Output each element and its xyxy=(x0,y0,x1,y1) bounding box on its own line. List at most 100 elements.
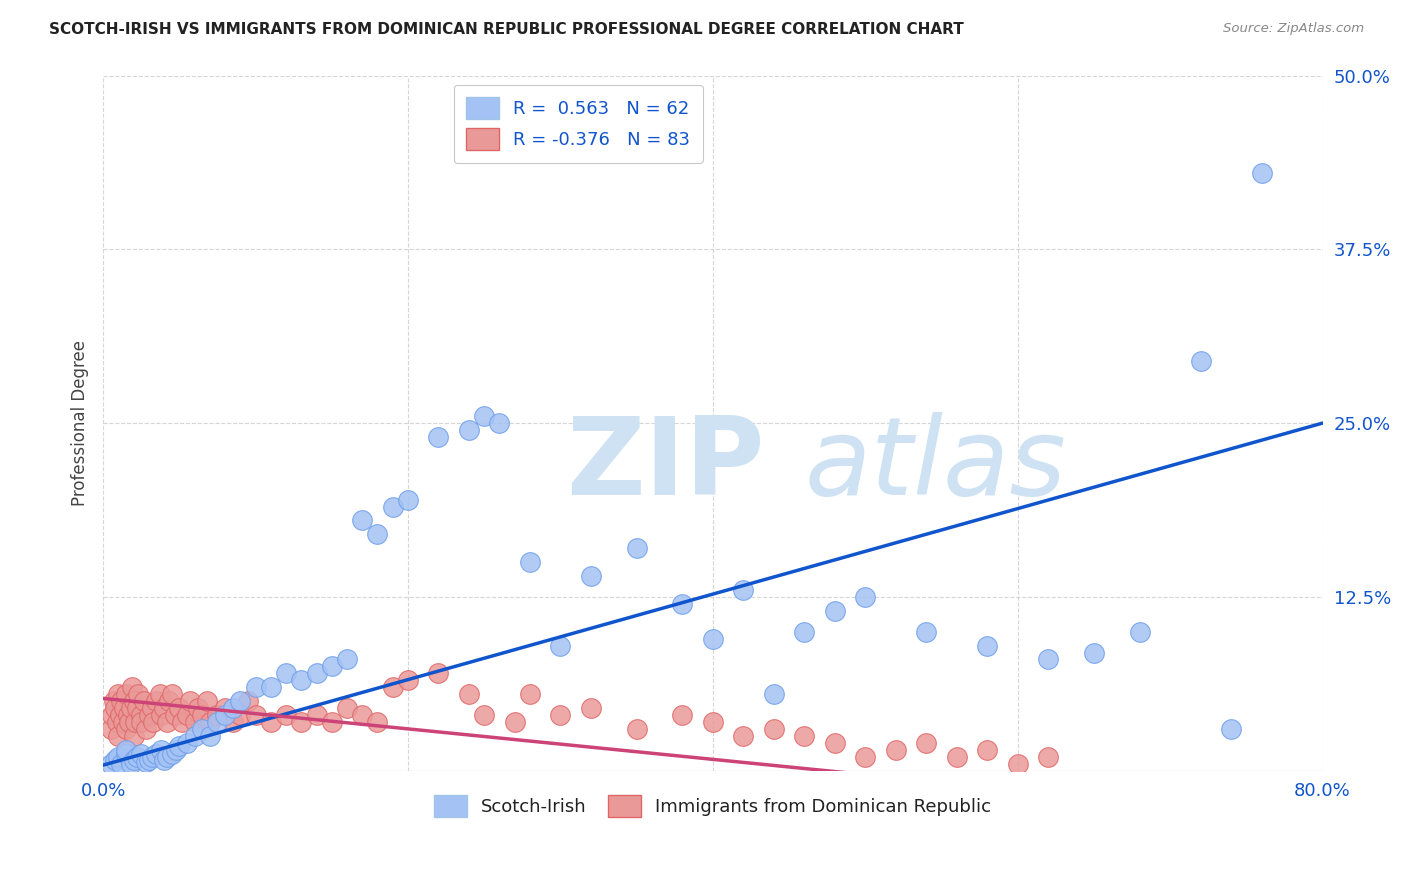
Point xyxy=(122,694,145,708)
Point xyxy=(138,708,160,723)
Point xyxy=(229,694,252,708)
Point xyxy=(148,687,170,701)
Point xyxy=(824,604,846,618)
Point xyxy=(305,708,328,723)
Point xyxy=(1036,652,1059,666)
Point xyxy=(352,708,374,723)
Point xyxy=(396,492,419,507)
Point xyxy=(134,694,156,708)
Point xyxy=(1250,166,1272,180)
Point xyxy=(183,729,205,743)
Point xyxy=(352,513,374,527)
Point xyxy=(107,749,129,764)
Point xyxy=(122,753,145,767)
Point xyxy=(245,708,267,723)
Point xyxy=(579,569,602,583)
Legend: Scotch-Irish, Immigrants from Dominican Republic: Scotch-Irish, Immigrants from Dominican … xyxy=(427,788,998,824)
Point xyxy=(107,729,129,743)
Point xyxy=(100,756,122,771)
Point xyxy=(626,722,648,736)
Point xyxy=(118,714,141,729)
Point xyxy=(1189,353,1212,368)
Point xyxy=(733,729,755,743)
Point xyxy=(121,680,143,694)
Point xyxy=(110,694,132,708)
Point xyxy=(915,736,938,750)
Point xyxy=(135,756,157,770)
Point xyxy=(245,680,267,694)
Point xyxy=(458,687,481,701)
Point xyxy=(115,743,138,757)
Point xyxy=(488,416,510,430)
Point xyxy=(381,680,404,694)
Point xyxy=(458,423,481,437)
Point xyxy=(135,722,157,736)
Point xyxy=(176,736,198,750)
Point xyxy=(129,714,152,729)
Point xyxy=(321,659,343,673)
Point xyxy=(702,632,724,646)
Point xyxy=(793,624,815,639)
Point xyxy=(915,624,938,639)
Point xyxy=(115,722,138,736)
Point xyxy=(207,708,229,723)
Point xyxy=(125,749,148,764)
Point xyxy=(153,753,176,767)
Point xyxy=(853,590,876,604)
Point xyxy=(1083,646,1105,660)
Point xyxy=(172,714,194,729)
Point xyxy=(104,701,127,715)
Point xyxy=(117,708,139,723)
Point xyxy=(427,666,450,681)
Point xyxy=(976,639,998,653)
Point xyxy=(260,714,283,729)
Point xyxy=(221,701,243,715)
Point xyxy=(336,652,359,666)
Point xyxy=(198,729,221,743)
Point xyxy=(550,708,572,723)
Point xyxy=(381,500,404,514)
Point xyxy=(191,722,214,736)
Point xyxy=(762,722,785,736)
Point xyxy=(142,714,165,729)
Point xyxy=(472,409,495,424)
Point xyxy=(1220,722,1243,736)
Point xyxy=(195,694,218,708)
Point xyxy=(169,701,191,715)
Point xyxy=(503,714,526,729)
Point xyxy=(115,687,138,701)
Point xyxy=(124,714,146,729)
Point xyxy=(165,743,187,757)
Point xyxy=(1129,624,1152,639)
Point xyxy=(157,694,180,708)
Point xyxy=(120,756,142,771)
Point xyxy=(115,747,138,761)
Point xyxy=(236,694,259,708)
Point xyxy=(138,753,160,767)
Point xyxy=(153,701,176,715)
Point xyxy=(150,708,173,723)
Point xyxy=(108,708,131,723)
Point xyxy=(366,714,388,729)
Point xyxy=(191,708,214,723)
Point xyxy=(183,714,205,729)
Point xyxy=(100,722,122,736)
Point xyxy=(671,597,693,611)
Point xyxy=(290,673,312,688)
Point xyxy=(207,714,229,729)
Point xyxy=(733,582,755,597)
Point xyxy=(366,527,388,541)
Point xyxy=(550,639,572,653)
Point xyxy=(702,714,724,729)
Point xyxy=(472,708,495,723)
Point xyxy=(321,714,343,729)
Point xyxy=(762,687,785,701)
Point xyxy=(427,430,450,444)
Point xyxy=(176,708,198,723)
Point xyxy=(125,701,148,715)
Point xyxy=(179,694,201,708)
Point xyxy=(290,714,312,729)
Point xyxy=(579,701,602,715)
Point xyxy=(103,694,125,708)
Point xyxy=(976,743,998,757)
